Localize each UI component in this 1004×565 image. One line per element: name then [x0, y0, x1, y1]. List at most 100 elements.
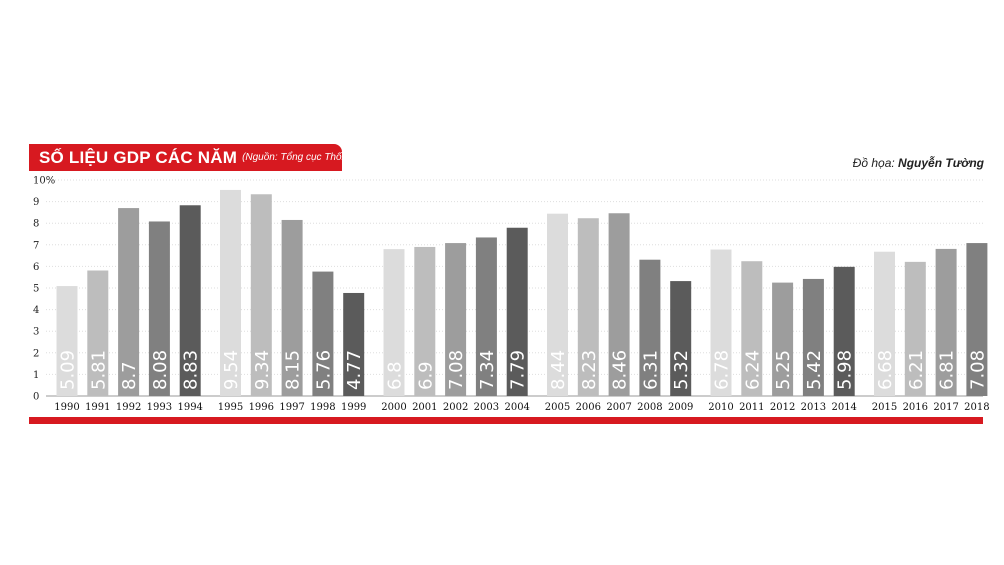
bar-value-label: 6.81 [937, 350, 958, 390]
bar-value-label: 8.7 [119, 361, 140, 390]
bar [414, 246, 436, 396]
x-tick-label: 1994 [177, 402, 202, 413]
bar-value-label: 8.15 [283, 350, 304, 390]
y-tick-label: 3 [33, 327, 39, 338]
bar-value-label: 7.34 [477, 350, 498, 390]
graphic-credit: Đồ họa: Nguyễn Tường [853, 156, 984, 170]
y-tick-label: 9 [33, 197, 39, 208]
x-tick-label: 2008 [637, 402, 662, 413]
bar-value-label: 7.08 [967, 350, 988, 390]
chart-title-banner: SỐ LIỆU GDP CÁC NĂM (Nguồn: Tổng cục Thố… [29, 144, 369, 171]
x-tick-label: 2011 [739, 402, 764, 413]
x-tick-label: 1995 [218, 402, 243, 413]
bar-value-label: 6.21 [906, 350, 927, 390]
bar [383, 249, 405, 396]
bar [312, 271, 334, 396]
x-tick-label: 1992 [116, 402, 141, 413]
bar [833, 266, 855, 396]
bar-value-label: 7.79 [508, 350, 529, 390]
bar [639, 259, 661, 396]
bar-value-label: 6.68 [875, 350, 896, 390]
x-tick-label: 2005 [545, 402, 570, 413]
credit-name: Nguyễn Tường [898, 156, 984, 170]
bar-value-label: 4.77 [344, 350, 365, 390]
bar-value-label: 5.81 [88, 350, 109, 390]
chart-source: (Nguồn: Tổng cục Thống kê) [242, 152, 370, 163]
bar-value-label: 8.46 [610, 350, 631, 390]
x-tick-label: 1999 [341, 402, 366, 413]
y-tick-label: 6 [33, 262, 39, 273]
bar [577, 218, 599, 396]
bar-value-label: 8.23 [579, 350, 600, 390]
bar [547, 213, 568, 396]
bar [506, 227, 528, 396]
x-tick-label: 1998 [310, 402, 335, 413]
bar [179, 205, 201, 396]
bar-value-label: 6.8 [385, 361, 406, 390]
y-tick-label: 7 [33, 240, 39, 251]
x-tick-label: 1991 [85, 402, 110, 413]
x-tick-label: 2015 [872, 402, 897, 413]
credit-prefix: Đồ họa: [852, 156, 895, 170]
bar-value-label: 5.42 [804, 350, 825, 390]
bar [670, 281, 692, 396]
bar-value-label: 6.24 [742, 350, 763, 390]
bar [475, 237, 497, 396]
bar-value-label: 5.76 [313, 350, 334, 390]
bar [250, 194, 272, 396]
bar [935, 248, 957, 396]
bar [874, 251, 895, 396]
bar [220, 189, 241, 396]
x-tick-label: 1993 [147, 402, 172, 413]
x-tick-label: 2007 [606, 402, 631, 413]
y-tick-label: 2 [33, 348, 39, 359]
bottom-divider [29, 417, 983, 424]
bar-value-label: 6.78 [712, 350, 733, 390]
bar-value-label: 5.25 [773, 350, 794, 390]
x-tick-label: 2014 [831, 402, 856, 413]
x-tick-label: 1996 [249, 402, 274, 413]
x-tick-label: 2013 [801, 402, 826, 413]
bar-value-label: 6.31 [640, 350, 661, 390]
x-tick-label: 2009 [668, 402, 693, 413]
bar-value-label: 5.98 [835, 350, 856, 390]
bar [445, 243, 467, 396]
bar [966, 243, 988, 396]
bar-value-label: 7.08 [446, 350, 467, 390]
bar [343, 292, 365, 396]
bar-value-label: 6.9 [415, 361, 436, 390]
x-tick-label: 1990 [54, 402, 79, 413]
bar-value-label: 9.54 [221, 350, 242, 390]
bar [802, 278, 824, 396]
y-tick-label: 8 [33, 219, 39, 230]
bar [904, 261, 926, 396]
bar [56, 286, 78, 396]
y-tick-label: 10% [33, 176, 55, 187]
bar [148, 221, 170, 396]
bar [741, 261, 763, 396]
bar-value-label: 9.34 [252, 350, 273, 390]
bar [608, 213, 630, 396]
y-tick-label: 5 [33, 284, 39, 295]
x-tick-label: 2016 [903, 402, 928, 413]
bar-value-label: 8.44 [548, 350, 569, 390]
x-tick-label: 2017 [933, 402, 958, 413]
x-tick-label: 1997 [279, 402, 304, 413]
bar [281, 219, 303, 396]
x-tick-label: 2010 [708, 402, 733, 413]
x-tick-label: 2006 [576, 402, 601, 413]
bar [772, 282, 794, 396]
y-tick-label: 1 [33, 370, 39, 381]
bar-value-label: 5.09 [58, 350, 79, 390]
x-tick-label: 2018 [964, 402, 989, 413]
x-tick-label: 2002 [443, 402, 468, 413]
chart-title: SỐ LIỆU GDP CÁC NĂM [39, 147, 238, 167]
x-tick-label: 2003 [474, 402, 499, 413]
bar-value-label: 8.08 [150, 350, 171, 390]
y-tick-label: 4 [33, 305, 39, 316]
bar [710, 249, 732, 396]
x-tick-label: 2001 [412, 402, 437, 413]
bar [118, 208, 140, 396]
bar-value-label: 5.32 [671, 350, 692, 390]
